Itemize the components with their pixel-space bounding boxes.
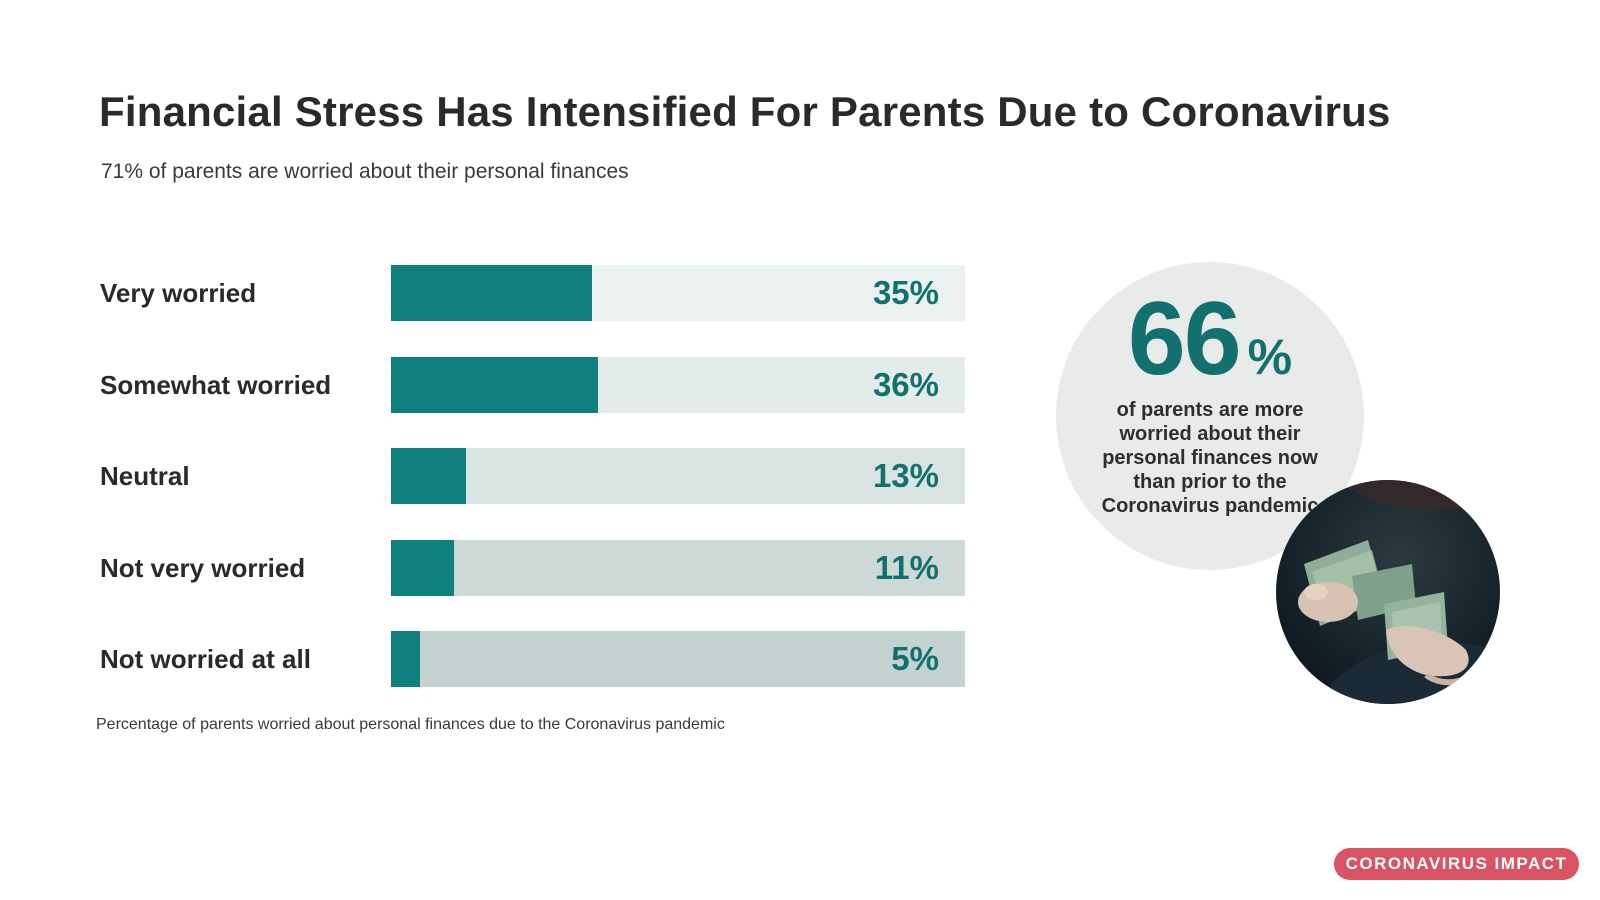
page-title: Financial Stress Has Intensified For Par… xyxy=(99,88,1391,135)
bar-value-label: 11% xyxy=(874,549,939,586)
bar-value-label: 35% xyxy=(872,274,939,311)
bar-fill xyxy=(391,448,466,504)
bar-track: 11% xyxy=(391,540,965,596)
photo-illustration xyxy=(1276,480,1500,704)
bar-value-label: 5% xyxy=(891,640,939,677)
page-subtitle: 71% of parents are worried about their p… xyxy=(101,160,629,183)
bar-value-label: 36% xyxy=(872,366,939,403)
stat-callout: 66% of parents are more worried about th… xyxy=(1056,262,1364,570)
chart-caption: Percentage of parents worried about pers… xyxy=(96,716,725,733)
bar-row: Not worried at all 5% xyxy=(0,631,1000,687)
bar-row: Very worried 35% xyxy=(0,265,1000,321)
bar-fill xyxy=(391,357,598,413)
category-tag: CORONAVIRUS IMPACT xyxy=(1334,848,1579,880)
bar-category-label: Neutral xyxy=(100,461,190,491)
bar-track: 36% xyxy=(391,357,965,413)
bar-category-label: Not very worried xyxy=(100,553,306,583)
stat-figure: 66% xyxy=(1056,284,1364,394)
bar-category-label: Somewhat worried xyxy=(100,370,332,400)
stat-description: of parents are more worried about their … xyxy=(1101,399,1319,517)
bar-fill xyxy=(391,540,454,596)
bar-track: 13% xyxy=(391,448,965,504)
stat-percent-sign: % xyxy=(1247,329,1293,385)
bar-value-label: 13% xyxy=(872,457,939,494)
bar-track: 35% xyxy=(391,265,965,321)
hands-counting-money-photo xyxy=(1276,480,1500,704)
bar-row: Not very worried 11% xyxy=(0,540,1000,596)
bar-category-label: Very worried xyxy=(100,278,257,308)
bar-category-label: Not worried at all xyxy=(100,644,311,674)
stat-number: 66 xyxy=(1127,281,1242,397)
bar-fill xyxy=(391,631,420,687)
bar-row: Neutral 13% xyxy=(0,448,1000,504)
bar-row: Somewhat worried 36% xyxy=(0,357,1000,413)
bar-track: 5% xyxy=(391,631,965,687)
bar-fill xyxy=(391,265,592,321)
